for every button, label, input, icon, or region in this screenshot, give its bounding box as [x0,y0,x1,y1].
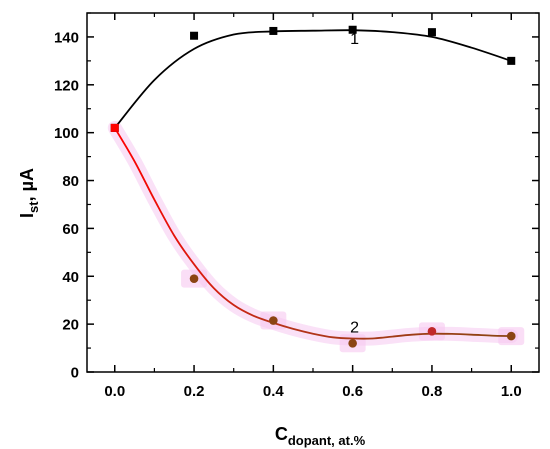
tick-labels: 0.0 0.2 0.4 0.6 0.8 1.0 0 20 40 60 80 100 120 140 [54,29,522,400]
x-tick-label: 0.6 [342,383,363,400]
y-tick-label: 100 [54,125,79,142]
y-axis-title: Ist, µA [17,168,41,218]
x-tick-label: 0.2 [184,383,205,400]
y-tick-label: 40 [62,269,79,286]
x-tick-label: 1.0 [501,383,522,400]
series-2-point [506,331,516,341]
fit-curves [114,29,512,340]
y-tick-label: 0 [71,365,79,382]
curve-label: 2 [350,320,359,337]
x-axis-title: Cdopant, at.% [275,424,366,448]
y-tick-label: 80 [62,173,79,190]
data-markers [110,25,516,348]
series-2-point [269,316,278,325]
series-1-point [190,31,199,40]
series-1-point [427,28,436,37]
series-2-point [110,123,119,132]
series-1-point [348,25,357,34]
series-2-point [348,338,357,348]
series-2-point [427,327,437,336]
series-1-point [269,26,278,35]
y-tick-label: 20 [62,317,79,334]
x-axis-title-main: C [275,424,288,444]
axis-ticks [87,12,539,373]
series-1-point [507,56,516,65]
y-tick-label: 140 [54,29,79,46]
y-axis-title-rest: , µA [17,168,37,201]
y-axis-title-sub: st [26,201,41,213]
series-2-point [189,274,199,283]
curve-2-halo [107,120,519,346]
y-tick-label: 120 [54,77,79,94]
y-axis-title-main: I [17,213,37,218]
curve-labels: 12 [350,31,359,336]
x-axis-title-sub: dopant, at.% [288,433,366,448]
x-tick-label: 0.4 [263,383,285,400]
curve-1-fit [114,29,512,129]
curve-2-fit [114,127,512,340]
curve-label: 1 [350,31,359,48]
x-tick-label: 0.0 [104,383,125,400]
y-tick-label: 60 [62,221,79,238]
x-tick-label: 0.8 [422,383,443,400]
